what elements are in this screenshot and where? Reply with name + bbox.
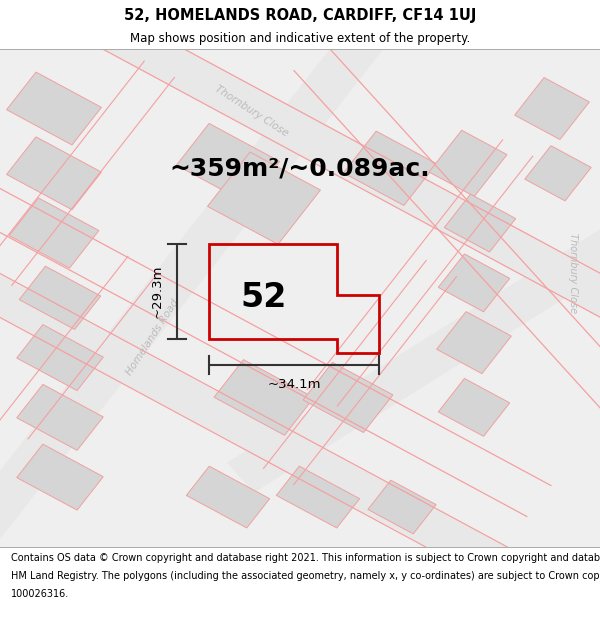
Polygon shape xyxy=(438,379,510,436)
Text: Thornbury Close: Thornbury Close xyxy=(568,233,578,313)
Polygon shape xyxy=(368,480,436,534)
Polygon shape xyxy=(227,103,600,492)
Text: ~359m²/~0.089ac.: ~359m²/~0.089ac. xyxy=(170,156,430,180)
Polygon shape xyxy=(0,239,600,625)
Polygon shape xyxy=(0,0,600,352)
Text: Thornbury Close: Thornbury Close xyxy=(214,84,290,139)
Polygon shape xyxy=(429,130,507,196)
Polygon shape xyxy=(515,78,589,139)
Text: Map shows position and indicative extent of the property.: Map shows position and indicative extent… xyxy=(130,31,470,44)
Polygon shape xyxy=(208,152,320,244)
Text: 52, HOMELANDS ROAD, CARDIFF, CF14 1UJ: 52, HOMELANDS ROAD, CARDIFF, CF14 1UJ xyxy=(124,8,476,23)
Polygon shape xyxy=(303,362,393,432)
Polygon shape xyxy=(437,312,511,374)
Polygon shape xyxy=(0,0,426,621)
Polygon shape xyxy=(17,384,103,451)
Text: Contains OS data © Crown copyright and database right 2021. This information is : Contains OS data © Crown copyright and d… xyxy=(11,553,600,563)
Polygon shape xyxy=(343,131,437,206)
Text: ~29.3m: ~29.3m xyxy=(151,264,164,318)
Polygon shape xyxy=(176,124,280,203)
Polygon shape xyxy=(214,359,314,435)
Text: 52: 52 xyxy=(241,281,287,314)
Polygon shape xyxy=(17,324,103,391)
Text: Homelands Road: Homelands Road xyxy=(125,298,181,378)
Text: HM Land Registry. The polygons (including the associated geometry, namely x, y c: HM Land Registry. The polygons (includin… xyxy=(11,571,600,581)
Polygon shape xyxy=(187,466,269,528)
Polygon shape xyxy=(277,466,359,528)
Text: 100026316.: 100026316. xyxy=(11,589,69,599)
Text: ~34.1m: ~34.1m xyxy=(267,378,321,391)
Polygon shape xyxy=(444,194,516,252)
Polygon shape xyxy=(7,72,101,145)
Polygon shape xyxy=(17,444,103,510)
Polygon shape xyxy=(525,146,591,201)
Polygon shape xyxy=(438,254,510,312)
Polygon shape xyxy=(19,266,101,329)
Polygon shape xyxy=(9,198,99,268)
Polygon shape xyxy=(7,137,101,210)
